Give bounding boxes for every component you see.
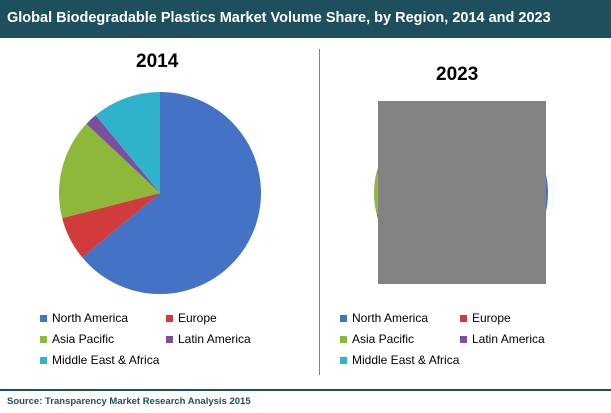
legend-label: North America xyxy=(52,311,129,325)
legend-item-latin-america: Latin America xyxy=(166,332,251,346)
legend-label: Asia Pacific xyxy=(352,332,415,346)
pie-slice-latin-america xyxy=(86,115,160,193)
legend-label: Europe xyxy=(178,311,217,325)
legend-label: Latin America xyxy=(178,332,251,346)
pie-slice-asia-pacific xyxy=(59,123,160,219)
panel-title-2023: 2023 xyxy=(436,64,479,85)
legend-label: Middle East & Africa xyxy=(352,353,460,367)
legend-item-asia-pacific: Asia Pacific xyxy=(40,332,114,346)
legend-swatch-asia-pacific xyxy=(340,335,347,343)
footer-rule xyxy=(0,389,611,391)
legend-swatch-europe xyxy=(166,314,173,322)
chart-title: Global Biodegradable Plastics Market Vol… xyxy=(7,10,551,26)
legend-item-middle-east-africa: Middle East & Africa xyxy=(40,353,159,367)
legend-swatch-latin-america xyxy=(460,335,467,343)
legend-item-latin-america: Latin America xyxy=(460,332,545,346)
legend-item-europe: Europe xyxy=(166,311,217,325)
legend-label: Asia Pacific xyxy=(52,332,115,346)
legend-swatch-europe xyxy=(460,314,467,322)
pie-slice-europe xyxy=(62,193,161,258)
redaction-box xyxy=(378,101,546,284)
legend-label: Middle East & Africa xyxy=(52,353,160,367)
legend-label: Europe xyxy=(472,311,511,325)
legend-swatch-north-america xyxy=(40,314,47,322)
legend-item-north-america: North America xyxy=(340,311,428,325)
legend-label: Latin America xyxy=(472,332,545,346)
chart-title-banner: Global Biodegradable Plastics Market Vol… xyxy=(0,0,611,38)
legend-swatch-north-america xyxy=(340,314,347,322)
pie-slice-middle-east-africa xyxy=(95,92,160,193)
legend-swatch-latin-america xyxy=(166,335,173,343)
legend-item-middle-east-africa: Middle East & Africa xyxy=(340,353,459,367)
source-note: Source: Transparency Market Research Ana… xyxy=(7,396,251,407)
legend-item-europe: Europe xyxy=(460,311,511,325)
legend-swatch-middle-east-africa xyxy=(40,356,47,364)
legend-item-north-america: North America xyxy=(40,311,128,325)
pie-slice-north-america xyxy=(82,92,261,294)
legend-swatch-middle-east-africa xyxy=(340,356,347,364)
legend-item-asia-pacific: Asia Pacific xyxy=(340,332,414,346)
panel-title-2014: 2014 xyxy=(136,51,179,72)
legend-swatch-asia-pacific xyxy=(40,335,47,343)
legend-label: North America xyxy=(352,311,429,325)
panel-divider xyxy=(319,49,320,375)
